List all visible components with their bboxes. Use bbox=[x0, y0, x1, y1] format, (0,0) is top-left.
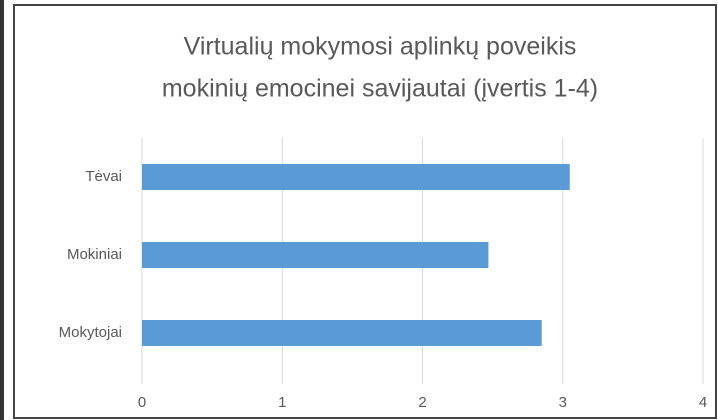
bar bbox=[142, 242, 489, 268]
chart-title: mokinių emocinei savijautai (įvertis 1-4… bbox=[162, 75, 598, 103]
x-tick-label: 0 bbox=[138, 394, 146, 411]
y-tick-label: Mokiniai bbox=[67, 246, 122, 263]
left-edge bbox=[0, 0, 4, 420]
y-tick-label: Mokytojai bbox=[59, 324, 122, 341]
x-tick-label: 1 bbox=[278, 394, 286, 411]
x-tick-label: 4 bbox=[699, 394, 707, 411]
bar bbox=[142, 320, 542, 346]
x-tick-label: 3 bbox=[559, 394, 567, 411]
bar bbox=[142, 164, 570, 190]
chart-frame bbox=[13, 4, 717, 419]
chart-title: Virtualių mokymosi aplinkų poveikis bbox=[184, 33, 577, 61]
x-tick-label: 2 bbox=[418, 394, 426, 411]
y-tick-label: Tėvai bbox=[85, 168, 122, 185]
